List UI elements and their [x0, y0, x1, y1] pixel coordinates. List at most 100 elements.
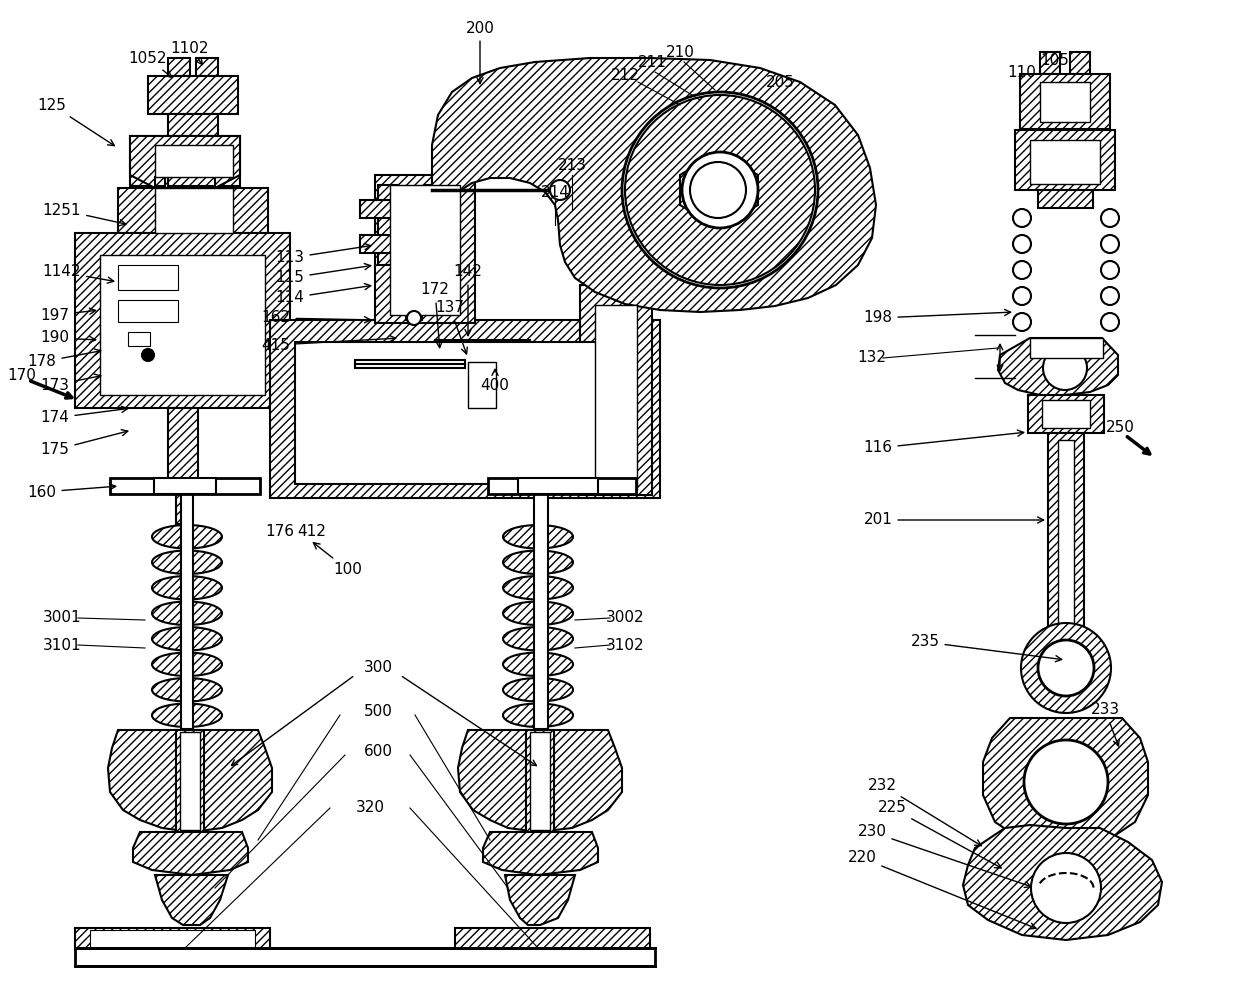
Bar	[1021, 74, 1110, 129]
Polygon shape	[458, 730, 622, 832]
Bar	[455, 928, 650, 950]
Text: 170: 170	[7, 367, 36, 382]
Text: 125: 125	[37, 98, 114, 146]
Polygon shape	[108, 730, 272, 832]
Text: 105: 105	[1040, 53, 1069, 68]
Text: 137: 137	[435, 300, 467, 354]
Circle shape	[1101, 261, 1118, 279]
Circle shape	[407, 311, 422, 325]
Text: 600: 600	[363, 745, 393, 759]
Polygon shape	[432, 58, 875, 312]
Ellipse shape	[503, 678, 573, 702]
Polygon shape	[963, 825, 1162, 940]
Circle shape	[1101, 313, 1118, 331]
Bar	[1058, 440, 1074, 660]
Text: 142: 142	[454, 264, 482, 335]
Bar	[600, 340, 632, 400]
Text: 250: 250	[1106, 420, 1135, 435]
Bar	[181, 494, 193, 729]
Circle shape	[1013, 209, 1030, 227]
Polygon shape	[680, 152, 758, 228]
Bar	[112, 330, 143, 348]
Bar	[526, 730, 554, 832]
Circle shape	[1021, 623, 1111, 713]
Ellipse shape	[153, 525, 222, 549]
Text: 115: 115	[275, 263, 371, 285]
Text: 210: 210	[666, 45, 694, 60]
Circle shape	[1101, 209, 1118, 227]
Bar	[360, 235, 435, 253]
Text: 116: 116	[863, 430, 1024, 455]
Text: 214: 214	[541, 185, 569, 200]
Circle shape	[143, 349, 154, 361]
Text: 132: 132	[858, 350, 887, 365]
Text: 160: 160	[27, 484, 115, 500]
Bar	[1030, 140, 1100, 184]
Bar	[74, 233, 290, 408]
Polygon shape	[155, 875, 228, 925]
Bar	[425, 185, 445, 265]
Text: 1142: 1142	[42, 264, 114, 283]
Text: 500: 500	[363, 705, 392, 720]
Bar	[118, 300, 179, 322]
Text: 1052: 1052	[129, 51, 171, 77]
Text: 162: 162	[262, 310, 371, 325]
Bar	[110, 478, 260, 494]
Text: 235: 235	[910, 635, 1061, 662]
Polygon shape	[133, 832, 248, 875]
Ellipse shape	[153, 704, 222, 727]
Text: 220: 220	[848, 850, 1035, 929]
Bar	[1030, 338, 1104, 358]
Bar	[74, 928, 270, 950]
Ellipse shape	[503, 602, 573, 625]
Bar	[91, 930, 255, 948]
Text: 211: 211	[637, 55, 666, 70]
Bar	[100, 255, 265, 395]
Bar	[1048, 433, 1084, 668]
Text: 190: 190	[41, 330, 95, 345]
Ellipse shape	[153, 653, 222, 676]
Text: 175: 175	[41, 430, 128, 457]
Circle shape	[622, 92, 818, 288]
Ellipse shape	[153, 576, 222, 600]
Bar	[155, 145, 233, 177]
Bar	[391, 185, 460, 315]
Polygon shape	[983, 718, 1148, 848]
Bar	[378, 185, 398, 265]
Bar	[467, 362, 496, 408]
Bar	[155, 188, 233, 233]
Ellipse shape	[153, 551, 222, 574]
Ellipse shape	[503, 576, 573, 600]
Ellipse shape	[153, 602, 222, 625]
Text: 1251: 1251	[42, 203, 125, 226]
Circle shape	[689, 162, 746, 218]
Bar	[118, 188, 268, 233]
Text: 114: 114	[275, 283, 371, 305]
Text: 212: 212	[610, 68, 640, 83]
Circle shape	[1101, 287, 1118, 305]
Bar	[180, 732, 200, 830]
Text: 174: 174	[41, 406, 128, 425]
Text: 178: 178	[27, 349, 100, 369]
Bar	[154, 478, 216, 494]
Bar	[580, 285, 652, 495]
Circle shape	[1101, 235, 1118, 253]
Ellipse shape	[503, 551, 573, 574]
Text: 113: 113	[275, 244, 371, 265]
Ellipse shape	[153, 678, 222, 702]
Circle shape	[1013, 235, 1030, 253]
Polygon shape	[998, 338, 1118, 395]
Text: 412: 412	[298, 525, 326, 540]
Text: 3002: 3002	[605, 611, 645, 626]
Bar	[118, 265, 179, 290]
Bar	[534, 494, 548, 729]
Text: 200: 200	[465, 21, 495, 84]
Bar	[1038, 190, 1092, 208]
Bar	[167, 114, 218, 136]
Bar	[1040, 82, 1090, 122]
Bar	[529, 732, 551, 830]
Bar	[489, 478, 636, 494]
Text: 172: 172	[420, 282, 449, 347]
Bar	[1042, 400, 1090, 428]
Text: 197: 197	[41, 307, 95, 322]
